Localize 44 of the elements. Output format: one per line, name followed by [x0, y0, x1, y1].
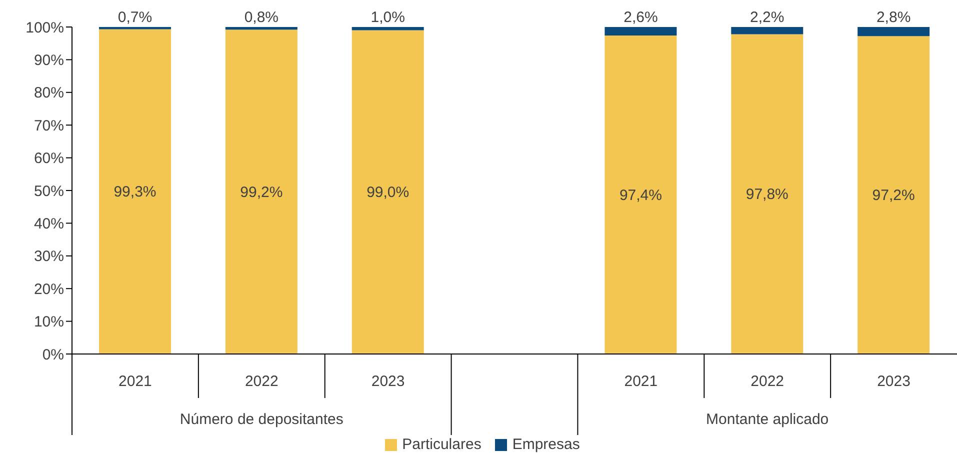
x-tick-label: 2023: [877, 373, 910, 390]
y-tick-label: 100%: [26, 19, 64, 36]
data-label: 2,2%: [750, 9, 784, 26]
data-label: 1,0%: [370, 9, 405, 26]
y-tick-label: 90%: [34, 52, 64, 70]
data-label: 97,8%: [746, 186, 788, 204]
data-label: 97,2%: [872, 187, 915, 204]
data-label: 0,7%: [118, 9, 152, 26]
y-tick-label: 70%: [34, 117, 64, 134]
data-label: 2,6%: [624, 9, 658, 26]
bar: [731, 27, 804, 34]
x-tick-label: 2021: [624, 373, 658, 390]
data-label: 0,8%: [244, 9, 279, 26]
y-tick-label: 50%: [34, 182, 64, 200]
bar: [352, 30, 424, 354]
x-tick-label: 2022: [750, 373, 784, 390]
x-tick-label: 2021: [118, 373, 152, 390]
y-tick-label: 10%: [34, 314, 64, 331]
x-tick-label: 2022: [244, 373, 278, 390]
bar: [99, 29, 171, 354]
y-tick-label: 20%: [34, 280, 64, 298]
x-tick-label: 2023: [371, 373, 405, 390]
bar: [352, 27, 424, 30]
text: Número de depositantes: [180, 411, 344, 428]
data-label: 97,4%: [619, 186, 662, 204]
y-tick-label: 40%: [34, 216, 64, 233]
y-tick-label: 80%: [34, 84, 64, 102]
bar: [604, 27, 677, 36]
data-label: 99,0%: [366, 184, 410, 202]
bar: [604, 36, 677, 354]
bar: [858, 36, 930, 354]
data-label: 99,2%: [240, 184, 283, 201]
y-tick-label: 30%: [34, 248, 64, 266]
bar: [731, 34, 804, 354]
data-label: 2,8%: [876, 9, 911, 26]
legend-label: Empresas: [511, 436, 580, 453]
text: Montante aplicado: [706, 411, 829, 428]
y-tick-label: 0%: [42, 346, 64, 364]
data-label: 99,3%: [114, 184, 156, 201]
bar: [225, 27, 298, 30]
bar: [225, 30, 298, 354]
y-tick-label: 60%: [34, 150, 64, 168]
bar: [858, 27, 930, 36]
legend-label: Particulares: [401, 436, 482, 453]
